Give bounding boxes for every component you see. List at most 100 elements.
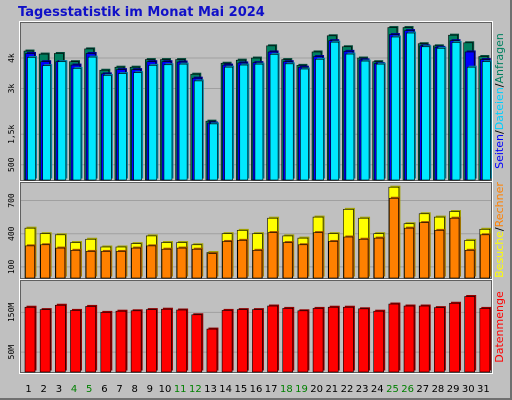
x-tick-label: 3 [56, 384, 62, 395]
y-tick-label: 500 [7, 157, 16, 172]
datenmenge-bar [161, 308, 172, 373]
x-tick-label: 9 [147, 384, 153, 395]
y-tick-label: 700 [7, 193, 16, 208]
datenmenge-bar [55, 304, 66, 373]
dateien-bar [57, 61, 67, 181]
rechner-bar [85, 251, 96, 279]
rechner-bar [389, 197, 399, 279]
x-tick-label: 19 [295, 384, 308, 395]
rechner-bar [25, 245, 35, 279]
y-tick-label: 50M [7, 345, 16, 360]
x-tick-label: 14 [219, 384, 232, 395]
y-tick-label: 400 [7, 226, 16, 241]
datenmenge-bar [464, 296, 475, 373]
rechner-bar [313, 232, 323, 279]
rechner-bar [40, 244, 50, 279]
chart-title: Tagesstatistik im Monat Mai 2024 [18, 5, 265, 20]
dateien-bar [360, 60, 370, 181]
x-tick-label: 30 [462, 384, 475, 395]
dateien-bar [406, 32, 415, 181]
legend-entry: / [493, 227, 506, 231]
datenmenge-bar [236, 309, 248, 373]
datenmenge-bar [403, 305, 415, 373]
datenmenge-bar [176, 309, 187, 373]
x-tick-label: 24 [371, 384, 384, 395]
datenmenge-bar [449, 302, 460, 373]
x-tick-label: 11 [174, 384, 187, 395]
dateien-bar [103, 75, 112, 181]
datenmenge-bar [130, 310, 142, 373]
rechner-bar [176, 247, 187, 279]
rechner-bar [449, 217, 460, 279]
dateien-bar [482, 61, 491, 181]
dateien-bar [72, 68, 82, 181]
dateien-bar [315, 58, 324, 181]
y-tick-label: 150M [7, 303, 16, 322]
datenmenge-bar [145, 309, 157, 373]
y-tick-label: 4k [7, 53, 16, 63]
datenmenge-bar [191, 314, 203, 373]
datenmenge-bar [434, 307, 445, 373]
dateien-bar [436, 48, 446, 181]
dateien-bar [391, 36, 400, 181]
rechner-bar [373, 237, 384, 279]
rechner-bar [222, 241, 232, 279]
datenmenge-bar [479, 308, 491, 373]
dateien-bar [300, 68, 309, 181]
datenmenge-bar [39, 309, 51, 373]
legend-entry: / [493, 130, 506, 134]
y-tick-label: 1,5k [7, 124, 16, 143]
datenmenge-bar [100, 312, 112, 373]
dateien-bar [148, 65, 158, 181]
dateien-bar [269, 54, 279, 181]
x-tick-label: 8 [132, 384, 138, 395]
x-tick-label: 25 [386, 384, 399, 395]
legend-entry: Anfragen [493, 33, 506, 83]
datenmenge-bar [85, 306, 96, 373]
dateien-bar [345, 53, 355, 181]
dateien-bar [193, 80, 203, 181]
rechner-bar [480, 234, 490, 279]
x-tick-label: 5 [86, 384, 92, 395]
dateien-bar [421, 46, 430, 181]
x-tick-label: 4 [71, 384, 77, 395]
legend-label: Datenmenge [493, 291, 506, 363]
rechner-bar [131, 247, 141, 279]
x-tick-label: 17 [265, 384, 278, 395]
datenmenge-bar [206, 328, 218, 373]
rechner-bar [116, 251, 126, 279]
x-tick-label: 31 [477, 384, 490, 395]
rechner-bar [101, 251, 111, 279]
datenmenge-bar [282, 308, 294, 373]
x-tick-label: 22 [341, 384, 354, 395]
legend-entry: / [493, 83, 506, 87]
x-tick-label: 28 [432, 384, 445, 395]
dateien-bar [451, 42, 461, 181]
rechner-bar [298, 244, 308, 279]
x-tick-label: 10 [159, 384, 172, 395]
rechner-bar [252, 250, 263, 279]
datenmenge-bar [115, 310, 127, 373]
dateien-bar [254, 63, 264, 181]
x-tick-label: 29 [447, 384, 460, 395]
x-tick-label: 16 [250, 384, 263, 395]
rechner-bar [161, 248, 172, 279]
datenmenge-bar [373, 310, 385, 373]
dateien-bar [284, 63, 294, 181]
x-tick-label: 21 [325, 384, 338, 395]
rechner-bar [55, 247, 66, 279]
datenmenge-bar [418, 305, 430, 373]
y-tick-label: 3k [7, 84, 16, 94]
dateien-bar [133, 72, 142, 181]
datenmenge-bar [70, 310, 81, 373]
x-tick-label: 23 [356, 384, 369, 395]
x-tick-label: 2 [41, 384, 47, 395]
dateien-bar [466, 66, 476, 181]
rechner-bar [282, 242, 293, 279]
dateien-bar [42, 65, 51, 181]
datenmenge-bar [297, 310, 309, 373]
datenmenge-bar [343, 306, 354, 373]
datenmenge-bar [388, 303, 400, 373]
rechner-bar [328, 241, 339, 279]
